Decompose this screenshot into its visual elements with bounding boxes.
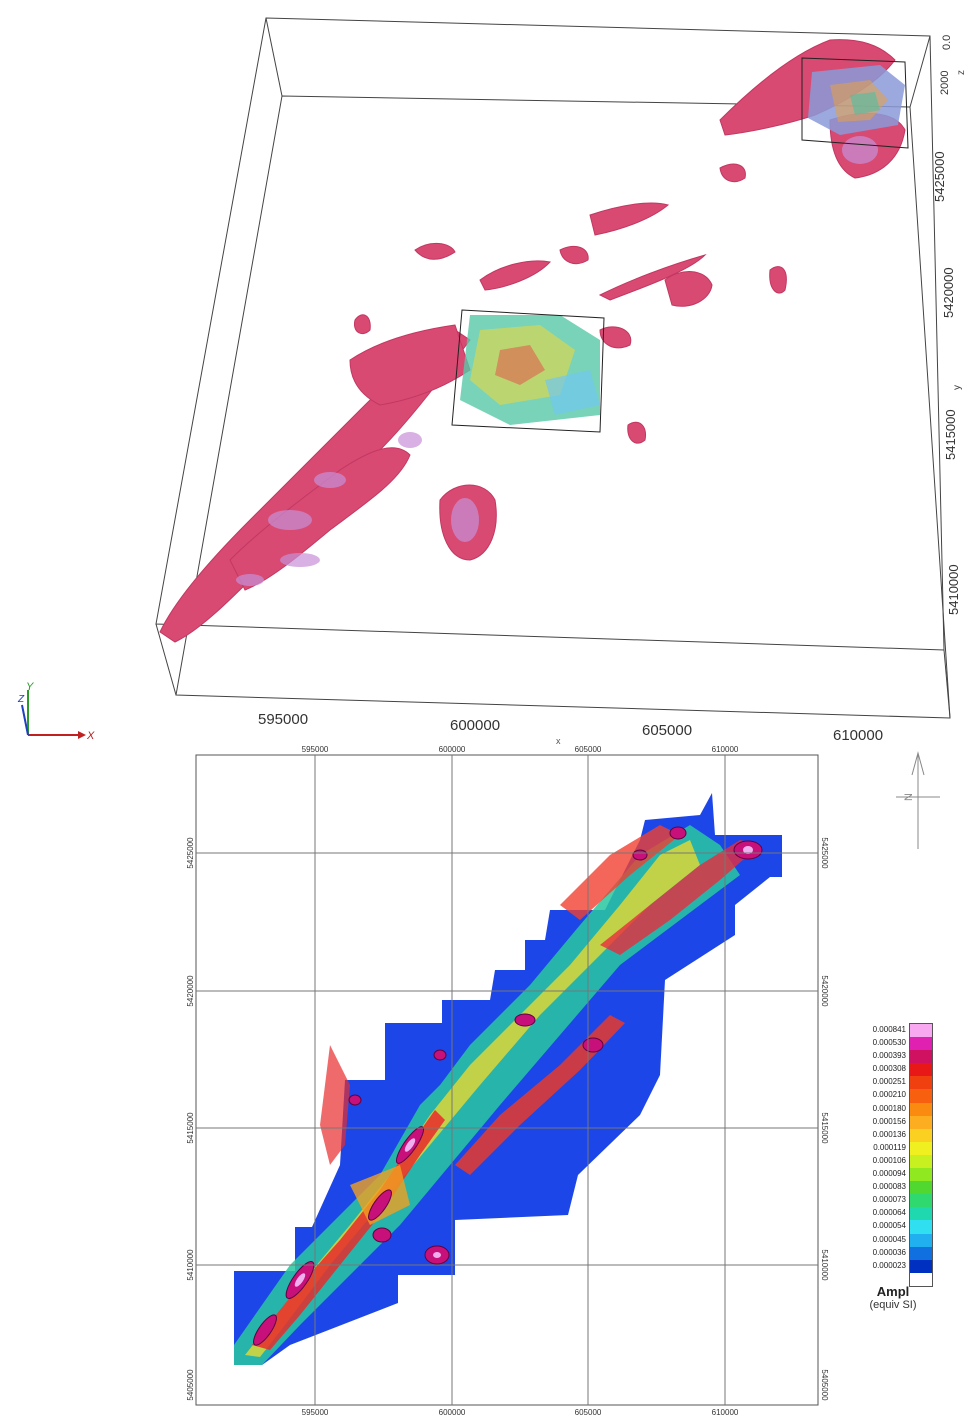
3d-z-tick: 2000 bbox=[939, 71, 951, 95]
legend-value: 0.000841 bbox=[872, 1025, 906, 1034]
3d-y-tick: 5410000 bbox=[946, 564, 961, 615]
legend-values: 0.000841 0.000530 0.000393 0.000308 0.000251… bbox=[854, 1023, 906, 1272]
2d-amplitude-map: 595000 600000 605000 610000 595000 60000… bbox=[186, 745, 940, 1417]
legend-value: 0.000073 bbox=[872, 1195, 906, 1205]
legend-swatch bbox=[910, 1194, 932, 1208]
legend-swatch bbox=[910, 1102, 932, 1116]
map-x-tick: 610000 bbox=[712, 745, 739, 754]
legend-swatch bbox=[910, 1037, 932, 1051]
legend-value: 0.000054 bbox=[872, 1221, 906, 1231]
legend-swatch bbox=[910, 1168, 932, 1182]
map-x-tick: 610000 bbox=[712, 1408, 739, 1417]
map-y-tick: 5405000 bbox=[186, 1369, 195, 1401]
legend-swatch bbox=[910, 1024, 932, 1038]
legend-value: 0.000036 bbox=[872, 1247, 906, 1257]
map-x-tick: 600000 bbox=[439, 745, 466, 754]
legend-value: 0.000530 bbox=[872, 1038, 906, 1048]
3d-y-axis-label: y bbox=[952, 385, 963, 390]
legend-swatch bbox=[910, 1233, 932, 1247]
legend-value: 0.000023 bbox=[872, 1260, 906, 1270]
map-x-tick: 600000 bbox=[439, 1408, 466, 1417]
legend-swatch bbox=[910, 1207, 932, 1221]
map-x-tick: 605000 bbox=[575, 745, 602, 754]
legend-swatch bbox=[910, 1154, 932, 1169]
legend-swatch bbox=[910, 1089, 932, 1103]
legend-swatch bbox=[910, 1259, 932, 1273]
3d-x-tick-labels: 595000 600000 605000 610000 bbox=[258, 711, 883, 744]
3d-x-tick: 595000 bbox=[258, 711, 308, 728]
triad-y-label: Y bbox=[26, 681, 34, 693]
north-label: N bbox=[903, 793, 915, 801]
map-x-tick: 595000 bbox=[302, 1408, 329, 1417]
3d-bounding-box bbox=[155, 17, 951, 719]
legend-swatch bbox=[910, 1076, 932, 1090]
map-y-tick: 5420000 bbox=[820, 975, 829, 1007]
3d-y-tick: 5425000 bbox=[932, 151, 947, 202]
map-x-tick: 605000 bbox=[575, 1408, 602, 1417]
3d-y-tick-labels: 5410000 5415000 5420000 5425000 bbox=[932, 151, 961, 615]
anomaly-highs bbox=[253, 826, 763, 1346]
map-y-tick: 5405000 bbox=[820, 1369, 829, 1401]
map-x-ticks-top: 595000 600000 605000 610000 bbox=[302, 745, 739, 754]
map-y-tick: 5425000 bbox=[186, 837, 195, 869]
triad-z-label: Z bbox=[17, 694, 25, 705]
orientation-triad: Y Z X bbox=[17, 681, 95, 742]
3d-z-tick-labels: 0.0 2000 bbox=[939, 35, 953, 95]
legend-value: 0.000119 bbox=[873, 1142, 906, 1152]
legend-swatch bbox=[910, 1128, 932, 1142]
isosurface-highlights bbox=[236, 136, 878, 586]
legend-value: 0.000064 bbox=[872, 1208, 906, 1218]
data-slab-center bbox=[451, 309, 605, 433]
3d-x-axis-label: x bbox=[556, 736, 561, 745]
anomaly-peaks bbox=[294, 846, 753, 1287]
north-arrow-icon: N bbox=[896, 751, 940, 849]
map-y-tick: 5420000 bbox=[186, 975, 195, 1007]
map-y-tick: 5410000 bbox=[186, 1249, 195, 1281]
map-y-tick: 5415000 bbox=[820, 1112, 829, 1144]
legend-value: 0.000251 bbox=[872, 1077, 906, 1087]
3d-isosurface-view: 595000 600000 605000 610000 x 5410000 54… bbox=[17, 17, 967, 745]
3d-y-tick: 5420000 bbox=[941, 267, 956, 318]
legend-swatch bbox=[910, 1220, 932, 1234]
legend-value: 0.000094 bbox=[872, 1169, 906, 1179]
map-y-tick: 5425000 bbox=[820, 837, 829, 869]
3d-z-axis-label: z bbox=[956, 70, 967, 75]
color-legend: 0.000841 0.000530 0.000393 0.000308 0.000251… bbox=[854, 1023, 934, 1323]
legend-value: 0.000210 bbox=[872, 1090, 906, 1100]
map-x-ticks-bottom: 595000 600000 605000 610000 bbox=[302, 1408, 739, 1417]
legend-value: 0.000180 bbox=[872, 1103, 906, 1113]
isosurface-bodies bbox=[159, 39, 906, 643]
legend-swatch bbox=[910, 1063, 932, 1077]
map-y-ticks-right: 5425000 5420000 5415000 5410000 5405000 bbox=[820, 837, 829, 1401]
map-x-tick: 595000 bbox=[302, 745, 329, 754]
legend-value: 0.000136 bbox=[872, 1129, 906, 1139]
legend-swatch bbox=[910, 1246, 932, 1260]
legend-swatch bbox=[910, 1115, 932, 1129]
legend-color-bar bbox=[909, 1023, 933, 1287]
triad-x-label: X bbox=[86, 730, 95, 742]
map-y-ticks-left: 5425000 5420000 5415000 5410000 5405000 bbox=[186, 837, 195, 1401]
legend-swatch bbox=[910, 1050, 932, 1064]
map-grid bbox=[196, 755, 818, 1405]
legend-swatch bbox=[910, 1141, 932, 1155]
legend-value: 0.000308 bbox=[872, 1064, 906, 1074]
3d-x-tick: 605000 bbox=[642, 722, 692, 739]
3d-z-tick: 0.0 bbox=[941, 35, 953, 50]
legend-value: 0.000393 bbox=[872, 1051, 906, 1061]
3d-x-tick: 600000 bbox=[450, 717, 500, 734]
legend-value: 0.000156 bbox=[872, 1116, 906, 1126]
map-y-tick: 5415000 bbox=[186, 1112, 195, 1144]
legend-swatch bbox=[910, 1181, 932, 1195]
legend-value: 0.000045 bbox=[872, 1234, 906, 1244]
legend-unit: (equiv SI) bbox=[869, 1299, 917, 1311]
map-y-tick: 5410000 bbox=[820, 1249, 829, 1281]
legend-value: 0.000083 bbox=[872, 1182, 906, 1192]
legend-value: 0.000106 bbox=[872, 1155, 906, 1165]
data-slab-northeast bbox=[801, 57, 909, 149]
3d-x-tick: 610000 bbox=[833, 727, 883, 744]
legend-title: Ampl bbox=[876, 1284, 910, 1299]
3d-y-tick: 5415000 bbox=[943, 409, 958, 460]
